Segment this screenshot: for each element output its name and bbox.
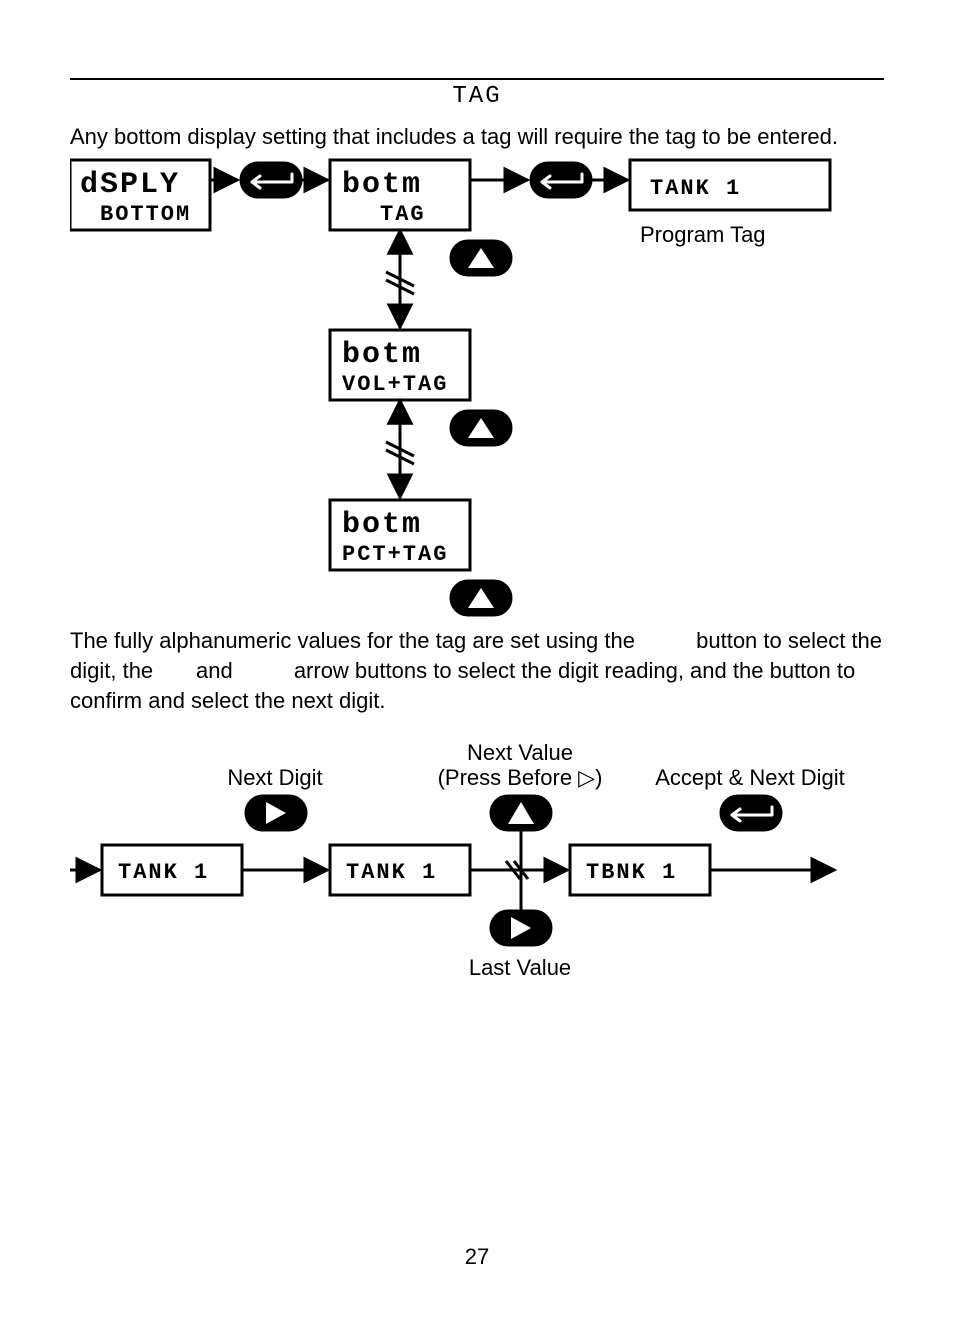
tag-box-2: TANK 1 xyxy=(346,860,437,885)
box-pct-line2: PCT+TAG xyxy=(342,542,448,567)
body-p5: arrow buttons to select the digit readin… xyxy=(294,658,764,683)
box-vol-line2: VOL+TAG xyxy=(342,372,448,397)
box-pct-line1: botm xyxy=(342,508,422,542)
label-last-value: Last Value xyxy=(469,955,571,980)
page-top-rule xyxy=(70,78,884,80)
intro-text: Any bottom display setting that includes… xyxy=(70,124,884,150)
box-dsply-line2: BOTTOM xyxy=(100,202,191,227)
label-next-digit: Next Digit xyxy=(227,765,322,790)
flow-diagram-main: dSPLY BOTTOM botm TAG TANK 1 Program Tag… xyxy=(70,150,884,630)
body-p4: and xyxy=(196,658,233,683)
body-p1: The fully alphanumeric values for the ta… xyxy=(70,628,635,653)
page-title: TAG xyxy=(0,83,954,110)
body-p3: digit, the xyxy=(70,658,153,683)
label-accept: Accept & Next Digit xyxy=(655,765,845,790)
flow-diagram-edit: Next Digit Next Value (Press Before ▷) A… xyxy=(70,730,884,1050)
page-number: 27 xyxy=(0,1244,954,1270)
box-tag-line1: botm xyxy=(342,168,422,202)
box-vol-line1: botm xyxy=(342,338,422,372)
program-tag-label: Program Tag xyxy=(640,222,766,247)
body-p2: button to select the xyxy=(696,628,882,653)
box-dsply-line1: dSPLY xyxy=(80,168,180,202)
label-press-before: (Press Before ▷) xyxy=(438,765,603,790)
box-tank-line1: TANK 1 xyxy=(650,176,741,201)
label-next-value: Next Value xyxy=(467,740,573,765)
box-tag-line2: TAG xyxy=(380,202,426,227)
tag-box-3: TBNK 1 xyxy=(586,860,677,885)
body-paragraph: The fully alphanumeric values for the ta… xyxy=(70,626,884,716)
tag-box-1: TANK 1 xyxy=(118,860,209,885)
